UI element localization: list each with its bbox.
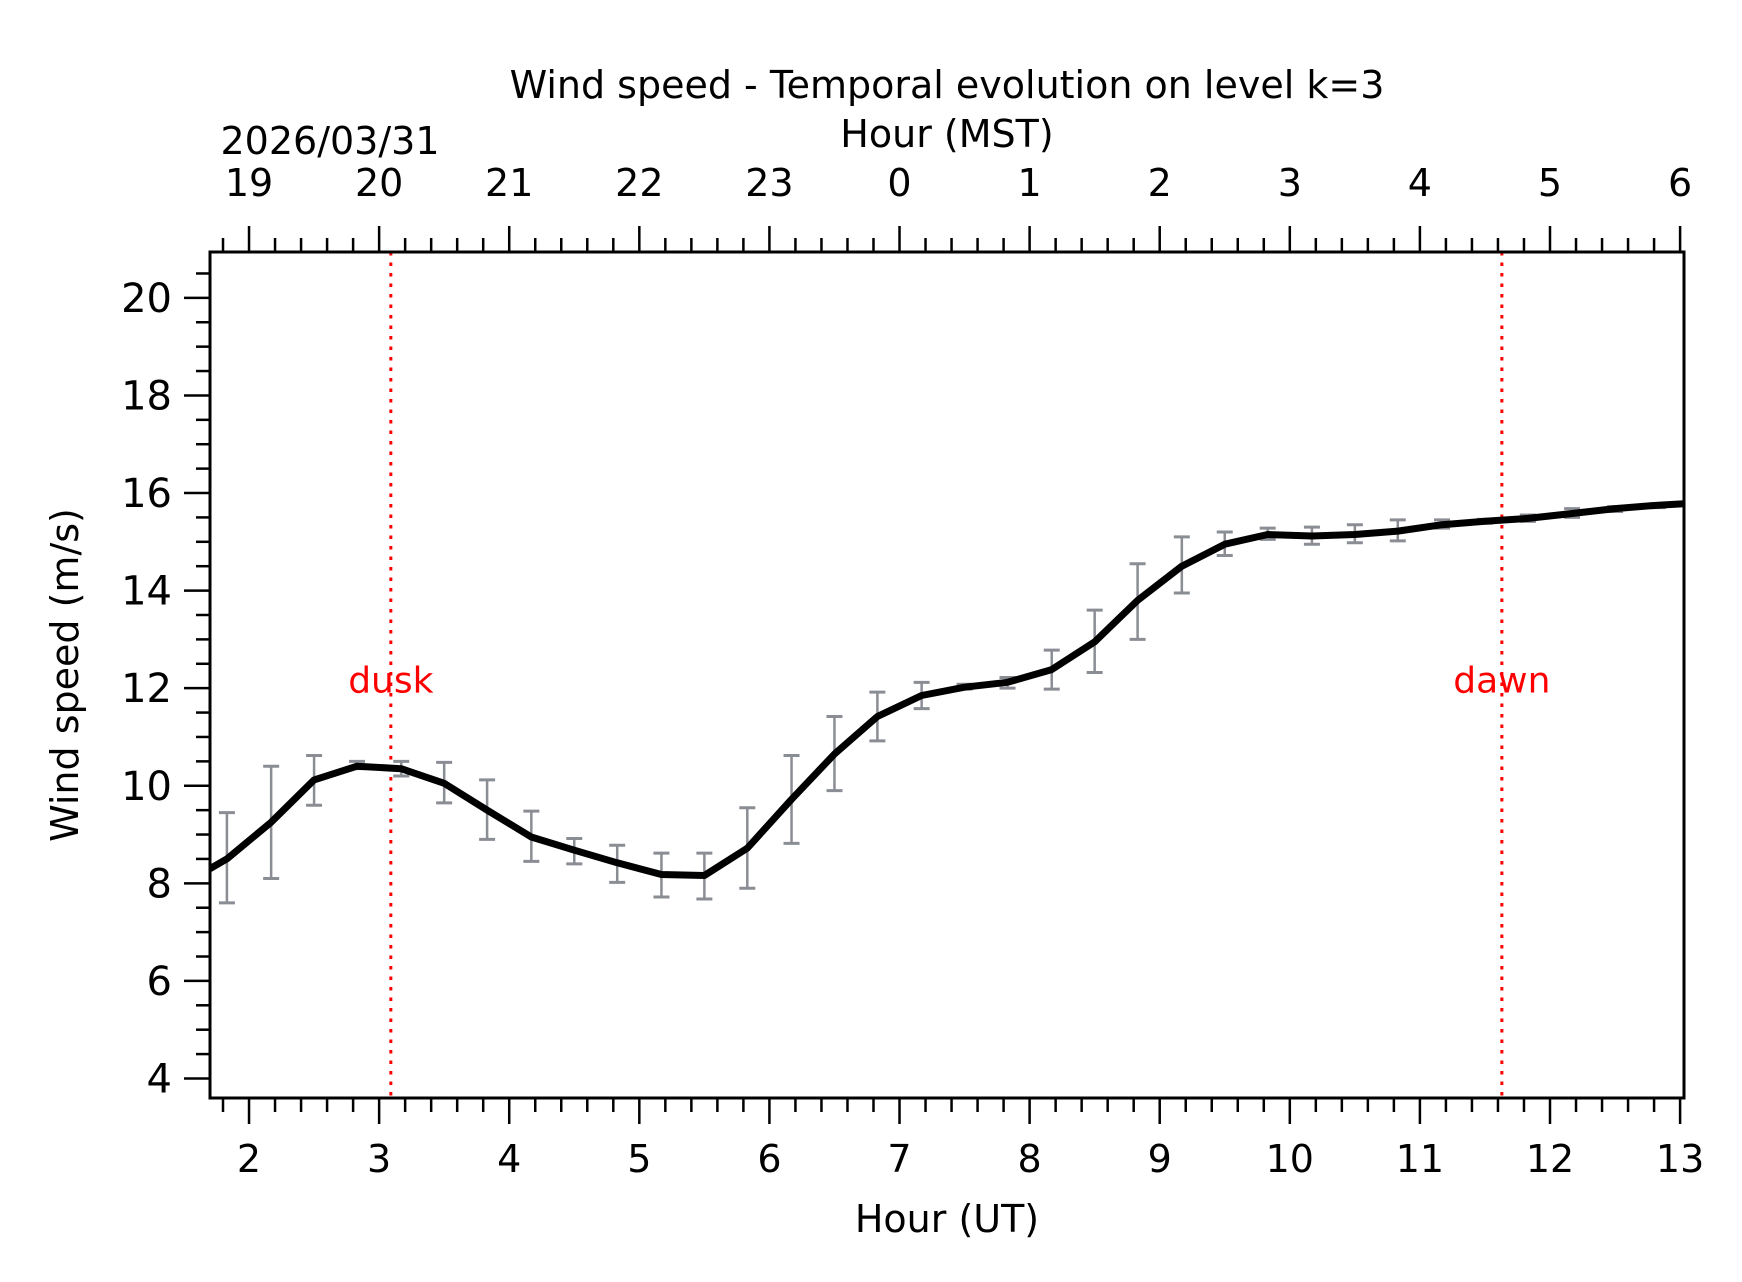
top-tick-label: 6 bbox=[1668, 161, 1692, 205]
axis-ticks bbox=[184, 226, 1682, 1124]
x-tick-label: 13 bbox=[1656, 1137, 1704, 1181]
top-tick-label: 3 bbox=[1278, 161, 1302, 205]
dusk-label: dusk bbox=[348, 660, 433, 701]
x-tick-label: 12 bbox=[1526, 1137, 1574, 1181]
top-tick-label: 23 bbox=[745, 161, 793, 205]
plot-frame bbox=[208, 250, 1686, 1100]
dawn-label: dawn bbox=[1453, 660, 1550, 701]
top-tick-label: 0 bbox=[887, 161, 911, 205]
y-axis-label: Wind speed (m/s) bbox=[43, 508, 87, 842]
x-tick-label: 6 bbox=[757, 1137, 781, 1181]
top-tick-label: 20 bbox=[355, 161, 403, 205]
axis-tick-labels: 2193204215226237081921031141251364681012… bbox=[121, 161, 1704, 1181]
x-tick-label: 8 bbox=[1018, 1137, 1042, 1181]
y-tick-label: 18 bbox=[121, 373, 172, 419]
x-tick-label: 9 bbox=[1148, 1137, 1172, 1181]
y-tick-label: 6 bbox=[147, 959, 172, 1005]
y-tick-label: 20 bbox=[121, 276, 172, 322]
top-axis-label: Hour (MST) bbox=[840, 112, 1053, 156]
y-tick-label: 8 bbox=[147, 861, 172, 907]
top-tick-label: 4 bbox=[1408, 161, 1432, 205]
top-tick-label: 2 bbox=[1148, 161, 1172, 205]
x-tick-label: 7 bbox=[887, 1137, 911, 1181]
x-tick-label: 4 bbox=[497, 1137, 521, 1181]
top-tick-label: 22 bbox=[615, 161, 663, 205]
y-tick-label: 16 bbox=[121, 471, 172, 517]
x-tick-label: 3 bbox=[367, 1137, 391, 1181]
y-tick-label: 12 bbox=[121, 666, 172, 712]
wind-speed-line bbox=[210, 500, 1684, 879]
chart-title: Wind speed - Temporal evolution on level… bbox=[510, 63, 1385, 107]
plot-area: dusk dawn bbox=[210, 252, 1684, 1098]
y-tick-label: 10 bbox=[121, 764, 172, 810]
x-tick-label: 10 bbox=[1266, 1137, 1314, 1181]
y-tick-label: 14 bbox=[121, 569, 172, 615]
top-tick-label: 21 bbox=[485, 161, 533, 205]
top-tick-label: 19 bbox=[225, 161, 273, 205]
x-tick-label: 5 bbox=[627, 1137, 651, 1181]
date-label: 2026/03/31 bbox=[220, 119, 439, 163]
x-tick-label: 2 bbox=[237, 1137, 261, 1181]
top-tick-label: 5 bbox=[1538, 161, 1562, 205]
y-tick-label: 4 bbox=[147, 1056, 172, 1102]
top-tick-label: 1 bbox=[1018, 161, 1042, 205]
x-tick-label: 11 bbox=[1396, 1137, 1444, 1181]
x-axis-label: Hour (UT) bbox=[855, 1197, 1039, 1241]
